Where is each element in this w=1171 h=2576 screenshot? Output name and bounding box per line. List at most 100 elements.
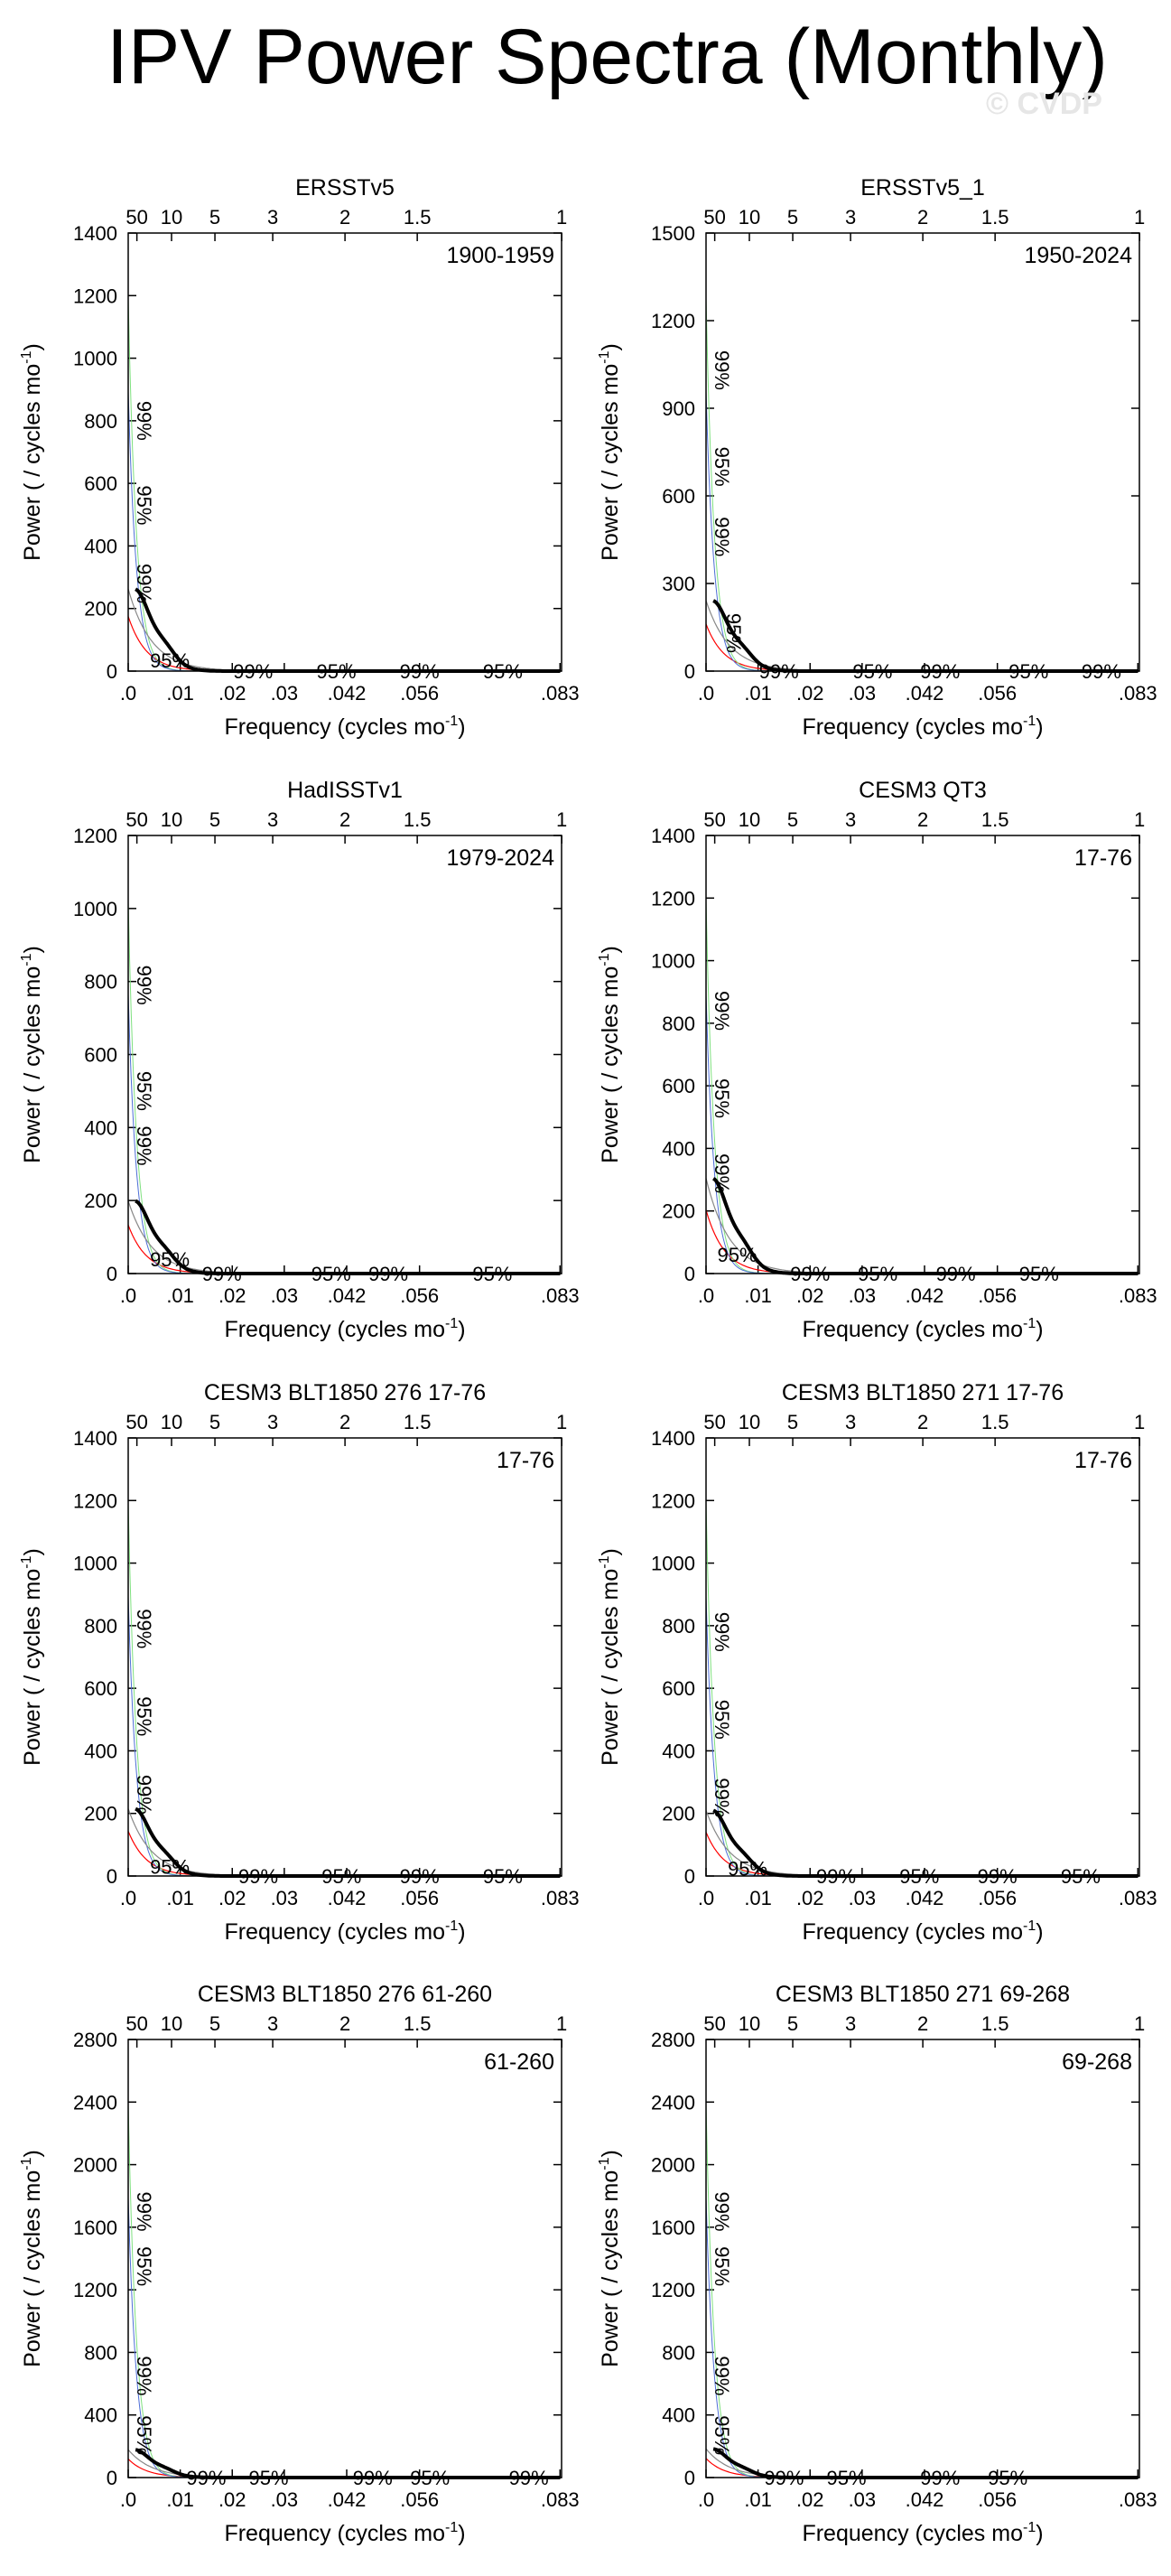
y-tick-label: 600 [662,1075,695,1097]
chart-title: CESM3 BLT1850 276 61-260 [198,1982,492,2007]
y-tick-label: 1200 [651,887,695,910]
x-axis-label-close: ) [458,1317,465,1342]
x-axis-label: Frequency (cycles mo-1) [802,714,1043,740]
x-tick-label: .02 [218,1887,246,1909]
y-tick-label: 1500 [651,222,695,245]
x-tick-label: .083 [541,682,580,705]
y-tick-label: 1000 [73,1553,117,1575]
x-tick-label: .02 [218,1284,246,1307]
y-axis-label-close: ) [20,946,45,953]
top-tick-label: 2 [339,808,350,831]
conf-99-line [705,901,1139,1274]
plot-frame [127,835,562,1274]
y-axis-label-close: ) [598,946,623,953]
top-tick-label: 5 [209,808,220,831]
top-tick-label: 3 [267,808,278,831]
top-tick-label: 1.5 [404,1411,432,1433]
chart-title: CESM3 QT3 [859,778,987,803]
x-tick-label: .042 [328,1284,367,1307]
x-tick-label: .02 [796,682,824,705]
x-tick-label: .03 [849,2488,877,2511]
x-axis-label-exponent: -1 [1023,714,1036,729]
chart-title: CESM3 BLT1850 276 17-76 [204,1380,486,1405]
x-tick-label: .02 [218,682,246,705]
y-tick-label: 800 [84,2341,117,2364]
y-tick-label: 200 [84,1803,117,1825]
plot-frame [705,232,1140,672]
x-tick-label: .0 [120,2488,136,2511]
x-axis-label-close: ) [458,1919,465,1945]
top-tick-label: 3 [845,1411,856,1433]
top-tick-label: 5 [209,2012,220,2035]
conf-95-line [127,994,562,1274]
period-label: 17-76 [1074,845,1132,871]
y-tick-label: 2400 [651,2091,695,2114]
chart-title: HadISSTv1 [287,778,403,803]
spectrum-line [712,1177,1138,1275]
y-tick-label: 800 [84,410,117,433]
chart-title: CESM3 BLT1850 271 69-268 [776,1982,1070,2007]
x-tick-label: .056 [978,682,1017,705]
x-axis-label-exponent: -1 [445,714,458,729]
top-tick-label: 5 [787,2012,798,2035]
top-tick-label: 3 [845,2012,856,2035]
y-tick-label: 1200 [73,1489,117,1512]
x-tick-label: .0 [120,682,136,705]
confidence-label-99: 99% [711,1153,733,1193]
y-axis-label: Power ( / cycles mo-1) [597,1548,623,1766]
confidence-label-99: 99% [133,1609,155,1648]
y-tick-label: 400 [662,1137,695,1160]
top-tick-label: 1 [556,808,567,831]
top-tick-label: 2 [339,2012,350,2035]
confidence-label-99: 99% [133,2192,155,2232]
y-tick-label: 400 [84,2404,117,2427]
y-tick-label: 1200 [73,285,117,307]
x-axis-label-close: ) [1036,1919,1043,1945]
x-tick-label: .083 [1119,682,1157,705]
confidence-label-95: 95% [711,447,733,487]
confidence-label-95: 95% [150,1248,190,1271]
top-tick-label: 1 [1134,206,1145,229]
x-tick-label: .042 [328,2488,367,2511]
y-axis-label-close: ) [20,1548,45,1555]
y-axis-label-exponent: -1 [19,1555,34,1568]
x-tick-label: .056 [978,1284,1017,1307]
y-axis-label-close: ) [598,2150,623,2157]
confidence-label-99: 99% [711,2192,733,2232]
chart-title: ERSSTv5 [295,175,395,201]
y-axis-label-exponent: -1 [597,1555,612,1568]
y-tick-label: 800 [662,1013,695,1035]
top-tick-label: 2 [339,1411,350,1433]
plot-frame [705,835,1140,1274]
y-axis-label: Power ( / cycles mo-1) [19,343,45,561]
x-tick-label: .02 [796,2488,824,2511]
y-tick-label: 1000 [73,898,117,920]
x-axis-label: Frequency (cycles mo-1) [224,1918,465,1945]
x-tick-label: .03 [849,1284,877,1307]
x-tick-label: .0 [698,682,714,705]
period-label: 1979-2024 [446,845,554,871]
y-tick-label: 200 [84,1190,117,1212]
y-tick-label: 1400 [73,222,117,245]
x-tick-label: .0 [698,2488,714,2511]
top-tick-label: 3 [267,2012,278,2035]
x-tick-label: .042 [328,1887,367,1909]
plot-frame [127,232,562,672]
top-tick-label: 1.5 [981,1411,1009,1433]
confidence-label-99: 99% [711,2356,733,2395]
y-tick-label: 800 [84,1615,117,1638]
conf-99-line [705,1503,1139,1877]
y-tick-label: 400 [84,535,117,557]
y-tick-label: 400 [662,1740,695,1762]
confidence-label-95: 95% [722,613,745,653]
confidence-label-99: 99% [133,2356,155,2395]
plot-frame [127,2039,562,2478]
x-tick-label: .02 [218,2488,246,2511]
period-label: 17-76 [1074,1448,1132,1473]
conf-99-line [705,2105,1139,2478]
x-tick-label: .01 [744,1887,772,1909]
page-title-text: IPV Power Spectra (Monthly) [107,14,1108,100]
